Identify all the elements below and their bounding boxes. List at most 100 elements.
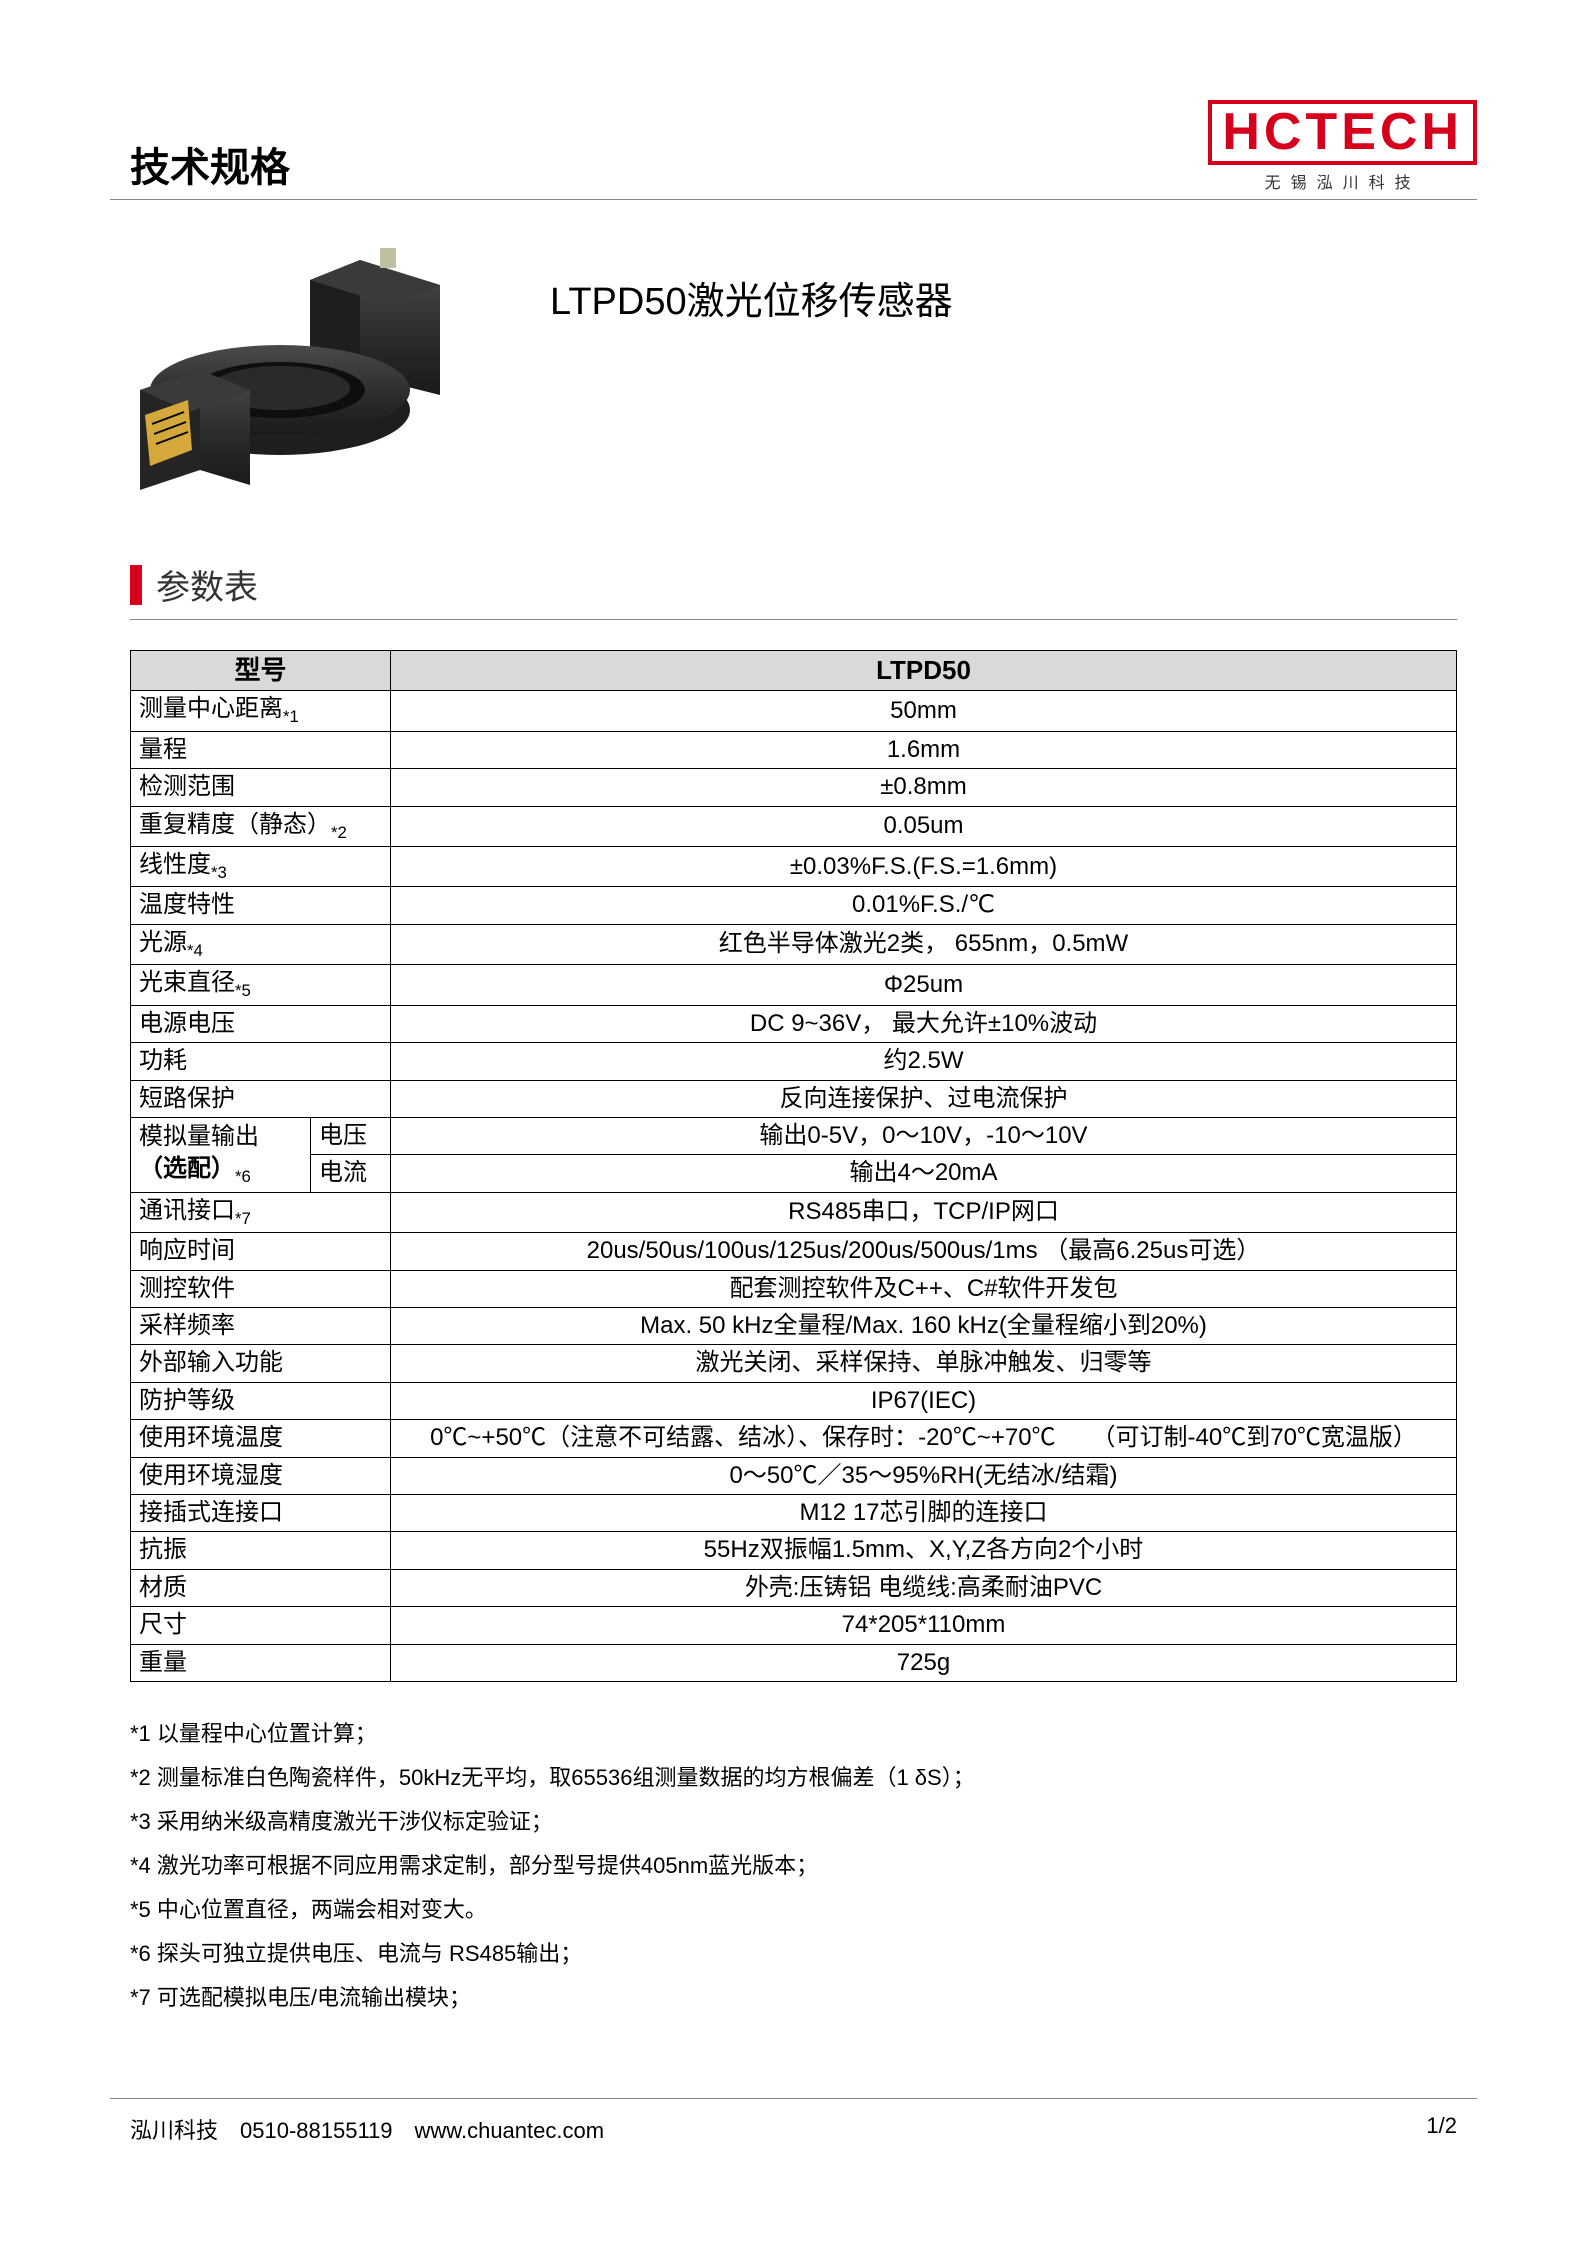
spec-value: M12 17芯引脚的连接口: [391, 1494, 1457, 1531]
table-row: 抗振55Hz双振幅1.5mm、X,Y,Z各方向2个小时: [131, 1532, 1457, 1569]
spec-value: IP67(IEC): [391, 1382, 1457, 1419]
spec-label: 模拟量输出（选配）*6: [131, 1117, 311, 1192]
spec-label: 短路保护: [131, 1080, 391, 1117]
page-title: 技术规格: [110, 135, 290, 193]
table-row: 测控软件配套测控软件及C++、C#软件开发包: [131, 1270, 1457, 1307]
table-row: 防护等级IP67(IEC): [131, 1382, 1457, 1419]
section-header: 参数表: [110, 560, 1477, 609]
section-divider: [130, 619, 1457, 620]
spec-value: 725g: [391, 1644, 1457, 1681]
spec-value: 55Hz双振幅1.5mm、X,Y,Z各方向2个小时: [391, 1532, 1457, 1569]
spec-value: ±0.8mm: [391, 769, 1457, 806]
table-row: 测量中心距离*150mm: [131, 691, 1457, 731]
spec-value: 50mm: [391, 691, 1457, 731]
spec-value: 输出4～20mA: [391, 1155, 1457, 1192]
table-row: 重复精度（静态）*20.05um: [131, 806, 1457, 846]
spec-value: 1.6mm: [391, 731, 1457, 768]
spec-value: Max. 50 kHz全量程/Max. 160 kHz(全量程缩小到20%): [391, 1308, 1457, 1345]
spec-label: 防护等级: [131, 1382, 391, 1419]
table-row: 外部输入功能激光关闭、采样保持、单脉冲触发、归零等: [131, 1345, 1457, 1382]
product-image: [130, 240, 490, 520]
table-header-row: 型号 LTPD50: [131, 651, 1457, 691]
spec-value: 0.05um: [391, 806, 1457, 846]
table-row: 通讯接口*7RS485串口，TCP/IP网口: [131, 1192, 1457, 1232]
table-row: 功耗约2.5W: [131, 1043, 1457, 1080]
spec-label: 量程: [131, 731, 391, 768]
spec-label: 检测范围: [131, 769, 391, 806]
footnotes: *1 以量程中心位置计算；*2 测量标准白色陶瓷样件，50kHz无平均，取655…: [130, 1712, 1457, 2020]
page-header: 技术规格 HCTECH 无锡泓川科技: [110, 100, 1477, 200]
spec-label: 光束直径*5: [131, 965, 391, 1005]
footnote-line: *7 可选配模拟电压/电流输出模块；: [130, 1976, 1457, 2020]
spec-value: 0.01%F.S./℃: [391, 887, 1457, 924]
logo-subtitle: 无锡泓川科技: [1208, 169, 1477, 193]
page-footer: 泓川科技 0510-88155119 www.chuantec.com 1/2: [110, 2098, 1477, 2145]
spec-value: 0～50℃／35～95%RH(无结冰/结霜): [391, 1457, 1457, 1494]
spec-label: 功耗: [131, 1043, 391, 1080]
spec-value: DC 9~36V， 最大允许±10%波动: [391, 1005, 1457, 1042]
table-row: 量程1.6mm: [131, 731, 1457, 768]
spec-value: RS485串口，TCP/IP网口: [391, 1192, 1457, 1232]
table-row: 使用环境温度0℃~+50℃（注意不可结露、结冰）、保存时：-20℃~+70℃ （…: [131, 1420, 1457, 1457]
table-row: 温度特性0.01%F.S./℃: [131, 887, 1457, 924]
spec-value: Φ25um: [391, 965, 1457, 1005]
table-row: 光束直径*5Φ25um: [131, 965, 1457, 1005]
footnote-line: *3 采用纳米级高精度激光干涉仪标定验证；: [130, 1800, 1457, 1844]
spec-value: 约2.5W: [391, 1043, 1457, 1080]
spec-value: 输出0-5V，0～10V，-10～10V: [391, 1117, 1457, 1154]
table-row: 采样频率Max. 50 kHz全量程/Max. 160 kHz(全量程缩小到20…: [131, 1308, 1457, 1345]
table-row: 尺寸74*205*110mm: [131, 1607, 1457, 1644]
footer-left: 泓川科技 0510-88155119 www.chuantec.com: [110, 2113, 604, 2145]
spec-sublabel: 电压: [311, 1117, 391, 1154]
footnote-line: *6 探头可独立提供电压、电流与 RS485输出；: [130, 1932, 1457, 1976]
footnote-line: *1 以量程中心位置计算；: [130, 1712, 1457, 1756]
spec-value: 红色半导体激光2类， 655nm，0.5mW: [391, 924, 1457, 964]
spec-label: 使用环境温度: [131, 1420, 391, 1457]
spec-label: 响应时间: [131, 1233, 391, 1270]
footnote-line: *2 测量标准白色陶瓷样件，50kHz无平均，取65536组测量数据的均方根偏差…: [130, 1756, 1457, 1800]
table-row: 检测范围±0.8mm: [131, 769, 1457, 806]
logo-text: HCTECH: [1208, 100, 1477, 165]
table-row: 接插式连接口M12 17芯引脚的连接口: [131, 1494, 1457, 1531]
spec-label: 重复精度（静态）*2: [131, 806, 391, 846]
spec-sublabel: 电流: [311, 1155, 391, 1192]
spec-value: 20us/50us/100us/125us/200us/500us/1ms （最…: [391, 1233, 1457, 1270]
spec-value: 配套测控软件及C++、C#软件开发包: [391, 1270, 1457, 1307]
spec-value: 反向连接保护、过电流保护: [391, 1080, 1457, 1117]
spec-label: 抗振: [131, 1532, 391, 1569]
col-header-model: 型号: [131, 651, 391, 691]
spec-label: 重量: [131, 1644, 391, 1681]
spec-value: 74*205*110mm: [391, 1607, 1457, 1644]
table-row: 线性度*3±0.03%F.S.(F.S.=1.6mm): [131, 847, 1457, 887]
spec-label: 材质: [131, 1569, 391, 1606]
spec-label: 通讯接口*7: [131, 1192, 391, 1232]
spec-value: 0℃~+50℃（注意不可结露、结冰）、保存时：-20℃~+70℃ （可订制-40…: [391, 1420, 1457, 1457]
table-row: 电源电压DC 9~36V， 最大允许±10%波动: [131, 1005, 1457, 1042]
spec-label: 测量中心距离*1: [131, 691, 391, 731]
spec-label: 线性度*3: [131, 847, 391, 887]
spec-label: 尺寸: [131, 1607, 391, 1644]
footnote-line: *5 中心位置直径，两端会相对变大。: [130, 1888, 1457, 1932]
table-row: 模拟量输出（选配）*6电压输出0-5V，0～10V，-10～10V: [131, 1117, 1457, 1154]
spec-label: 电源电压: [131, 1005, 391, 1042]
spec-value: 激光关闭、采样保持、单脉冲触发、归零等: [391, 1345, 1457, 1382]
table-row: 短路保护反向连接保护、过电流保护: [131, 1080, 1457, 1117]
footer-page-number: 1/2: [1426, 2113, 1477, 2145]
company-logo: HCTECH 无锡泓川科技: [1208, 100, 1477, 193]
spec-label: 使用环境湿度: [131, 1457, 391, 1494]
spec-label: 采样频率: [131, 1308, 391, 1345]
spec-label: 温度特性: [131, 887, 391, 924]
table-row: 光源*4红色半导体激光2类， 655nm，0.5mW: [131, 924, 1457, 964]
spec-label: 外部输入功能: [131, 1345, 391, 1382]
product-title: LTPD50激光位移传感器: [550, 270, 953, 325]
product-row: LTPD50激光位移传感器: [110, 240, 1477, 520]
spec-label: 光源*4: [131, 924, 391, 964]
spec-value: ±0.03%F.S.(F.S.=1.6mm): [391, 847, 1457, 887]
table-row: 电流输出4～20mA: [131, 1155, 1457, 1192]
table-row: 使用环境湿度0～50℃／35～95%RH(无结冰/结霜): [131, 1457, 1457, 1494]
spec-label: 测控软件: [131, 1270, 391, 1307]
spec-label: 接插式连接口: [131, 1494, 391, 1531]
footnote-line: *4 激光功率可根据不同应用需求定制，部分型号提供405nm蓝光版本；: [130, 1844, 1457, 1888]
table-row: 响应时间20us/50us/100us/125us/200us/500us/1m…: [131, 1233, 1457, 1270]
col-header-value: LTPD50: [391, 651, 1457, 691]
